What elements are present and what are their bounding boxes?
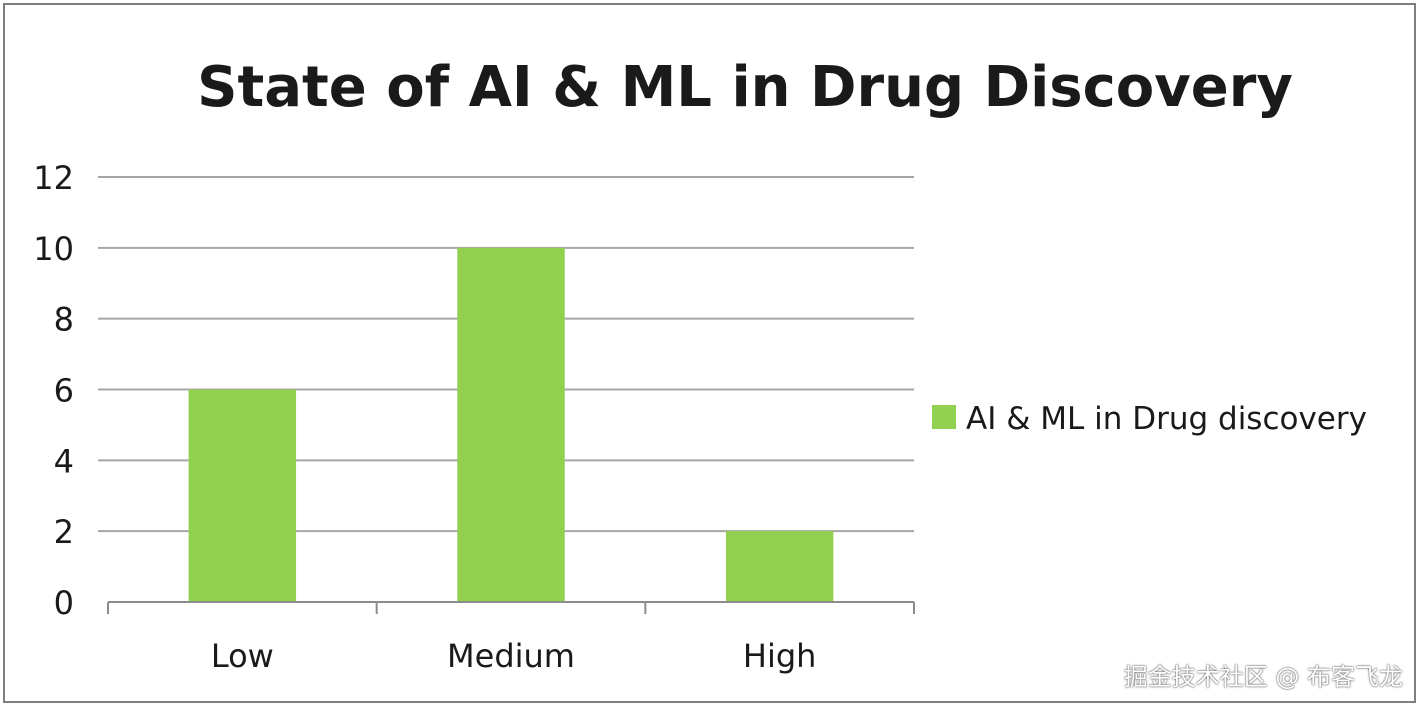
- y-tick-label: 4: [54, 442, 74, 480]
- y-tick-label: 12: [33, 159, 74, 197]
- y-tick-label: 10: [33, 230, 74, 268]
- y-tick-label: 8: [54, 301, 74, 339]
- y-tick-label: 2: [54, 513, 74, 551]
- watermark: 掘金技术社区 @ 布客飞龙: [1123, 663, 1403, 691]
- bar: [725, 531, 834, 602]
- legend-swatch: [932, 405, 956, 429]
- x-axis: [107, 601, 915, 614]
- bars: [188, 247, 834, 603]
- legend: AI & ML in Drug discovery: [932, 401, 1367, 437]
- x-tick-label: High: [743, 637, 817, 675]
- chart-title: State of AI & ML in Drug Discovery: [197, 55, 1293, 120]
- bar: [457, 247, 565, 603]
- y-axis-ticks: 0 2 4 6 8 10 12: [33, 159, 74, 622]
- x-axis-ticks: Low Medium High: [211, 637, 817, 675]
- y-tick-label: 0: [54, 584, 74, 622]
- y-tick-label: 6: [54, 372, 74, 410]
- legend-label: AI & ML in Drug discovery: [966, 401, 1367, 437]
- bar: [188, 389, 297, 602]
- x-tick-label: Medium: [447, 637, 575, 675]
- x-tick-label: Low: [211, 637, 274, 675]
